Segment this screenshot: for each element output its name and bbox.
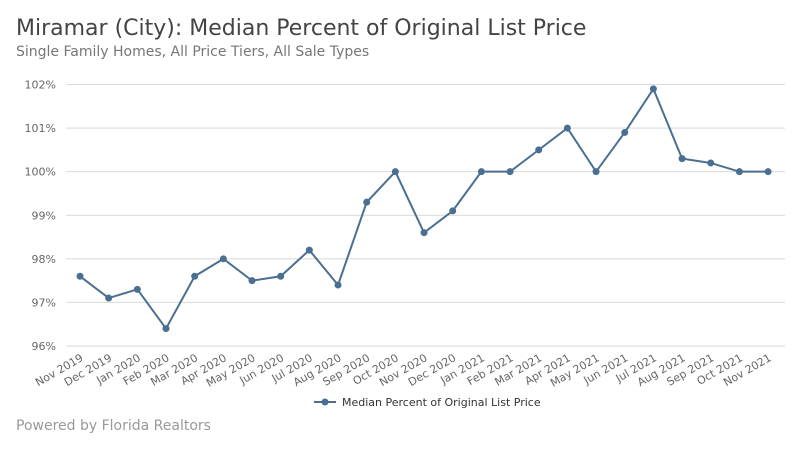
powered-by-footer: Powered by Florida Realtors xyxy=(16,418,211,434)
data-point xyxy=(248,277,256,285)
y-tick-label: 96% xyxy=(32,340,56,353)
legend-label: Median Percent of Original List Price xyxy=(342,396,541,409)
data-point xyxy=(219,255,227,263)
data-point xyxy=(105,294,113,302)
data-point xyxy=(363,198,371,206)
y-tick-label: 102% xyxy=(25,79,56,92)
data-point xyxy=(649,85,657,93)
data-point xyxy=(305,246,313,254)
data-point xyxy=(191,272,199,280)
y-tick-label: 99% xyxy=(32,209,56,222)
data-point xyxy=(764,168,772,176)
data-point xyxy=(506,168,514,176)
y-tick-label: 97% xyxy=(32,296,56,309)
data-point xyxy=(76,272,84,280)
y-tick-label: 101% xyxy=(25,122,56,135)
data-point xyxy=(420,229,428,237)
data-point xyxy=(391,168,399,176)
data-point xyxy=(621,128,629,136)
data-point xyxy=(277,272,285,280)
chart-title: Miramar (City): Median Percent of Origin… xyxy=(16,16,587,41)
y-tick-label: 98% xyxy=(32,253,56,266)
data-point xyxy=(334,281,342,289)
data-point xyxy=(162,325,170,333)
y-tick-label: 100% xyxy=(25,166,56,179)
data-point xyxy=(735,168,743,176)
data-point xyxy=(535,146,543,154)
data-point xyxy=(477,168,485,176)
data-point xyxy=(707,159,715,167)
data-point xyxy=(563,124,571,132)
chart-subtitle: Single Family Homes, All Price Tiers, Al… xyxy=(16,44,370,60)
series-line xyxy=(79,86,769,331)
data-point xyxy=(449,207,457,215)
data-point xyxy=(133,285,141,293)
legend-marker xyxy=(321,398,329,406)
data-point xyxy=(678,155,686,163)
data-point xyxy=(592,168,600,176)
